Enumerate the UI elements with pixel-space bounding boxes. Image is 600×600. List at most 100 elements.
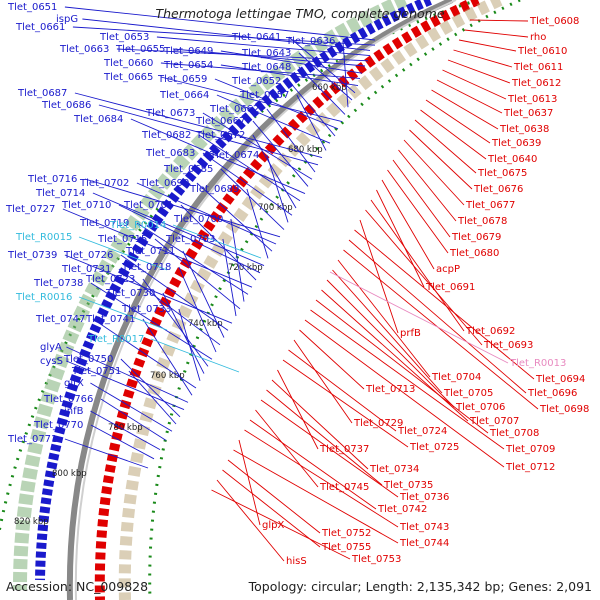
gene-label-tlet-0640[interactable]: Tlet_0640 <box>487 154 537 165</box>
gene-label-tlet-0702[interactable]: Tlet_0702 <box>79 178 129 189</box>
gene-label-tlet-0692[interactable]: Tlet_0692 <box>465 326 515 337</box>
gene-label-tlet-0683[interactable]: Tlet_0683 <box>145 148 195 159</box>
gene-label-tlet-0686[interactable]: Tlet_0686 <box>41 100 91 111</box>
gene-label-tlet-0744[interactable]: Tlet_0744 <box>399 538 449 549</box>
gene-label-glya[interactable]: glyA <box>40 342 62 353</box>
rna-label-tlet-r0013[interactable]: Tlet_R0013 <box>509 358 566 369</box>
gene-label-tlet-0734[interactable]: Tlet_0734 <box>369 464 419 475</box>
gene-label-tlet-0710[interactable]: Tlet_0710 <box>61 200 111 211</box>
gene-label-tlet-0715[interactable]: Tlet_0715 <box>97 234 147 245</box>
gene-label-ispg[interactable]: ispG <box>56 14 78 25</box>
gene-label-tlet-0735[interactable]: Tlet_0735 <box>383 480 433 491</box>
rna-label-tlet-r0016[interactable]: Tlet_R0016 <box>15 292 72 303</box>
gene-label-tlet-0655[interactable]: Tlet_0655 <box>115 44 165 55</box>
gene-label-tlet-0677[interactable]: Tlet_0677 <box>465 200 515 211</box>
gene-label-tlet-0696[interactable]: Tlet_0696 <box>527 388 577 399</box>
gene-label-tlet-0743[interactable]: Tlet_0743 <box>399 522 449 533</box>
gene-label-tlet-0665[interactable]: Tlet_0665 <box>103 72 153 83</box>
gene-label-tlet-0714[interactable]: Tlet_0714 <box>35 188 85 199</box>
gene-label-tlet-0608[interactable]: Tlet_0608 <box>529 16 579 27</box>
gene-label-tlet-0643[interactable]: Tlet_0643 <box>241 48 291 59</box>
gene-label-tlet-0707[interactable]: Tlet_0707 <box>469 416 519 427</box>
gene-label-tlet-0638[interactable]: Tlet_0638 <box>499 124 549 135</box>
gene-label-glpx[interactable]: glpX <box>262 520 284 531</box>
gene-label-acpp[interactable]: acpP <box>436 264 460 275</box>
gene-label-tlet-0753[interactable]: Tlet_0753 <box>351 554 401 565</box>
gene-label-tlet-0610[interactable]: Tlet_0610 <box>517 46 567 57</box>
gene-label-tlet-0611[interactable]: Tlet_0611 <box>513 62 563 73</box>
gene-label-tlet-0729[interactable]: Tlet_0729 <box>353 418 403 429</box>
gene-label-tlet-0704[interactable]: Tlet_0704 <box>431 372 481 383</box>
gene-label-tlet-0736[interactable]: Tlet_0736 <box>399 492 449 503</box>
rna-label-tlet-r0014[interactable]: Tlet_R0014 <box>109 220 166 231</box>
gene-label-tlet-0690[interactable]: Tlet_0690 <box>139 178 189 189</box>
gene-label-tlet-0741[interactable]: Tlet_0741 <box>85 314 135 325</box>
gene-label-tlet-0652[interactable]: Tlet_0652 <box>231 76 281 87</box>
gene-label-tlet-0687[interactable]: Tlet_0687 <box>17 88 67 99</box>
gene-label-tlet-0693[interactable]: Tlet_0693 <box>483 340 533 351</box>
gene-label-cyss[interactable]: cysS <box>40 356 63 367</box>
gene-label-tlet-0755[interactable]: Tlet_0755 <box>321 542 371 553</box>
gene-label-tlet-0659[interactable]: Tlet_0659 <box>157 74 207 85</box>
gene-label-tlet-0680[interactable]: Tlet_0680 <box>449 248 499 259</box>
gene-label-hiss[interactable]: hisS <box>286 556 307 567</box>
gene-label-tlet-0726[interactable]: Tlet_0726 <box>63 250 113 261</box>
gene-label-tlet-0691[interactable]: Tlet_0691 <box>425 282 475 293</box>
gene-label-tlet-0719[interactable]: Tlet_0719 <box>79 218 129 229</box>
gene-label-tlet-0636[interactable]: Tlet_0636 <box>285 36 335 47</box>
gene-label-tlet-0713[interactable]: Tlet_0713 <box>365 384 415 395</box>
gene-label-tlet-0674[interactable]: Tlet_0674 <box>209 150 259 161</box>
gene-label-tlet-0698[interactable]: Tlet_0698 <box>539 404 589 415</box>
gene-label-tlet-0639[interactable]: Tlet_0639 <box>491 138 541 149</box>
gene-label-tlet-0663[interactable]: Tlet_0663 <box>59 44 109 55</box>
gene-label-rho[interactable]: rho <box>530 32 546 43</box>
gene-label-tlet-0657[interactable]: Tlet_0657 <box>239 90 289 101</box>
gene-label-tlet-0676[interactable]: Tlet_0676 <box>473 184 523 195</box>
gene-label-tlet-0709[interactable]: Tlet_0709 <box>505 444 555 455</box>
gene-label-tlet-0750[interactable]: Tlet_0750 <box>63 354 113 365</box>
gene-label-tlet-0682[interactable]: Tlet_0682 <box>141 130 191 141</box>
gene-label-tlet-0711[interactable]: Tlet_0711 <box>125 246 175 257</box>
gene-label-tlet-0679[interactable]: Tlet_0679 <box>451 232 501 243</box>
gene-label-tlet-0664[interactable]: Tlet_0664 <box>159 90 209 101</box>
rna-label-tlet-r0015[interactable]: Tlet_R0015 <box>15 232 72 243</box>
gene-label-gltx[interactable]: gltX <box>64 378 84 389</box>
gene-label-tlet-0752[interactable]: Tlet_0752 <box>321 528 371 539</box>
gene-label-tlet-0673[interactable]: Tlet_0673 <box>145 108 195 119</box>
gene-label-tlet-0675[interactable]: Tlet_0675 <box>477 168 527 179</box>
gene-label-tlet-0725[interactable]: Tlet_0725 <box>409 442 459 453</box>
gene-label-tlet-0641[interactable]: Tlet_0641 <box>231 32 281 43</box>
gene-label-tlet-0703[interactable]: Tlet_0703 <box>165 234 215 245</box>
gene-label-tlet-0672[interactable]: Tlet_0672 <box>195 130 245 141</box>
gene-label-tlet-0723[interactable]: Tlet_0723 <box>85 274 135 285</box>
gene-label-tlet-0731[interactable]: Tlet_0731 <box>61 264 111 275</box>
gene-label-tlet-0770[interactable]: Tlet_0770 <box>33 420 83 431</box>
gene-label-tlet-0660[interactable]: Tlet_0660 <box>103 58 153 69</box>
gene-label-tlet-0662[interactable]: Tlet_0662 <box>209 104 259 115</box>
gene-label-tlet-0700[interactable]: Tlet_0700 <box>173 214 223 225</box>
gene-label-tlet-0738[interactable]: Tlet_0738 <box>33 278 83 289</box>
gene-label-tlet-0701[interactable]: Tlet_0701 <box>123 200 173 211</box>
gene-label-tlet-0651[interactable]: Tlet_0651 <box>7 2 57 13</box>
gene-label-tlet-0724[interactable]: Tlet_0724 <box>397 426 447 437</box>
gene-label-tlet-0708[interactable]: Tlet_0708 <box>489 428 539 439</box>
gene-label-tlet-0684[interactable]: Tlet_0684 <box>73 114 123 125</box>
rna-label-tlet-r0017[interactable]: Tlet_R0017 <box>87 334 144 345</box>
gene-label-tlet-0667[interactable]: Tlet_0667 <box>195 116 245 127</box>
gene-label-tlet-0653[interactable]: Tlet_0653 <box>99 32 149 43</box>
gene-label-tlet-0751[interactable]: Tlet_0751 <box>71 366 121 377</box>
gene-label-tlet-0612[interactable]: Tlet_0612 <box>511 78 561 89</box>
gene-label-tlet-0747[interactable]: Tlet_0747 <box>35 314 85 325</box>
gene-label-tlet-0737[interactable]: Tlet_0737 <box>319 444 369 455</box>
gene-label-tlet-0745[interactable]: Tlet_0745 <box>319 482 369 493</box>
gene-label-tlet-0613[interactable]: Tlet_0613 <box>507 94 557 105</box>
gene-label-tlet-0727[interactable]: Tlet_0727 <box>5 204 55 215</box>
gene-label-tlet-0706[interactable]: Tlet_0706 <box>455 402 505 413</box>
gene-label-infb[interactable]: infB <box>64 406 84 417</box>
gene-label-tlet-0766[interactable]: Tlet_0766 <box>43 394 93 405</box>
gene-label-prfb[interactable]: prfB <box>400 328 421 339</box>
gene-label-tlet-0637[interactable]: Tlet_0637 <box>503 108 553 119</box>
gene-label-tlet-0685[interactable]: Tlet_0685 <box>163 164 213 175</box>
gene-label-tlet-0689[interactable]: Tlet_0689 <box>189 184 239 195</box>
gene-label-tlet-0661[interactable]: Tlet_0661 <box>15 22 65 33</box>
